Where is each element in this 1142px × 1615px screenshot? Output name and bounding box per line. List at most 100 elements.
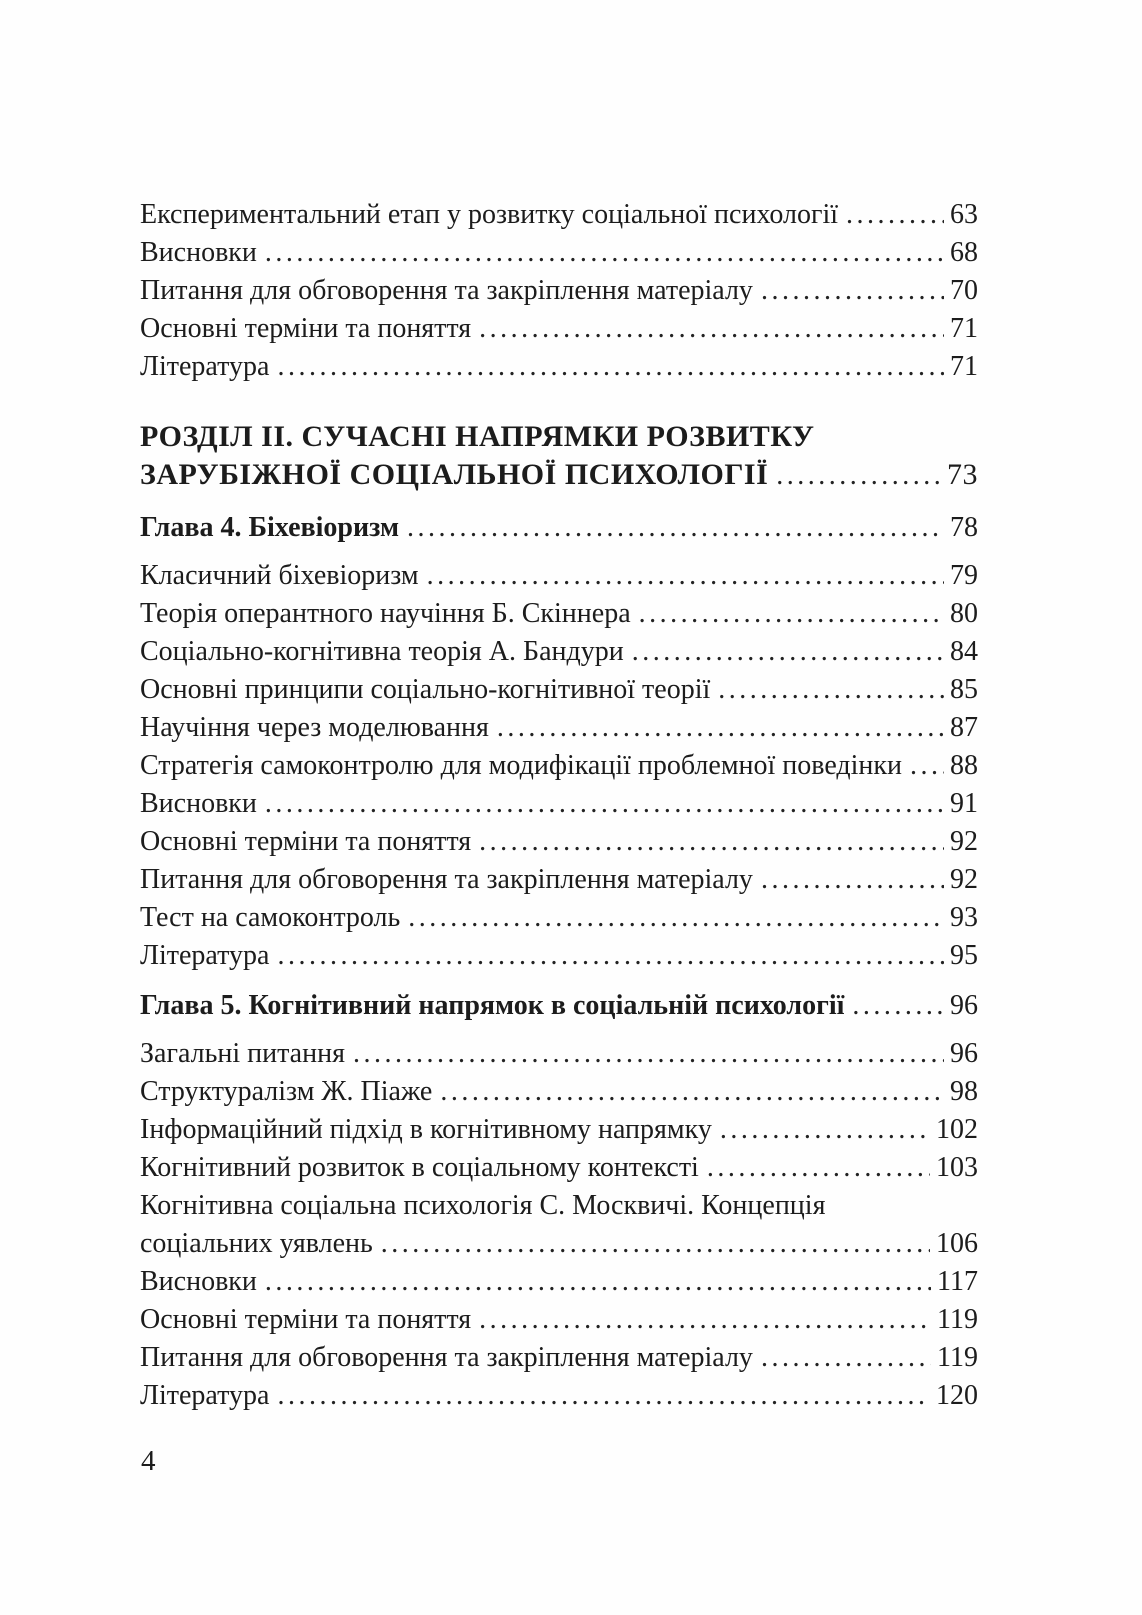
toc-entry-page-number: 88 bbox=[950, 750, 978, 781]
dot-leader bbox=[265, 1263, 931, 1301]
toc-entry-last-line: Глава 4. Біхевіоризм 78 bbox=[140, 509, 978, 547]
toc-entry: Література 95 bbox=[140, 937, 978, 975]
toc-entry: Питання для обговорення та закріплення м… bbox=[140, 861, 978, 899]
dot-leader bbox=[277, 348, 944, 386]
dot-leader bbox=[353, 1035, 944, 1073]
toc-entry-title: Тест на самоконтроль bbox=[140, 902, 401, 933]
toc-entry: Когнітивна соціальна психологія С. Москв… bbox=[140, 1187, 978, 1263]
toc-entry-last-line: соціальних уявлень 106 bbox=[140, 1225, 978, 1263]
toc-entry-page-number: 96 bbox=[950, 990, 978, 1021]
dot-leader bbox=[479, 823, 944, 861]
toc-entry-last-line: ЗАРУБІЖНОЇ СОЦІАЛЬНОЇ ПСИХОЛОГІЇ 73 bbox=[140, 456, 978, 495]
toc-entry-page-number: 71 bbox=[950, 313, 978, 344]
dot-leader bbox=[718, 671, 944, 709]
dot-leader bbox=[265, 785, 944, 823]
toc-entry-title: Основні терміни та поняття bbox=[140, 313, 472, 344]
toc-entry-page-number: 63 bbox=[950, 199, 978, 230]
toc-entry-last-line: Теорія оперантного научіння Б. Скіннера 8… bbox=[140, 595, 978, 633]
toc-entry-page-number: 79 bbox=[950, 560, 978, 591]
toc-entry-title: Питання для обговорення та закріплення м… bbox=[140, 864, 753, 895]
toc-entry: Стратегія самоконтролю для модифікації п… bbox=[140, 747, 978, 785]
toc-entry-page-number: 98 bbox=[950, 1076, 978, 1107]
dot-leader bbox=[761, 272, 944, 310]
toc-entry: Експериментальний етап у розвитку соціал… bbox=[140, 196, 978, 234]
toc-entry-title: Питання для обговорення та закріплення м… bbox=[140, 275, 753, 306]
toc-entry-title: Висновки bbox=[140, 788, 257, 819]
toc-entry: Висновки 68 bbox=[140, 234, 978, 272]
toc-entry-title: Класичний біхевіоризм bbox=[140, 560, 419, 591]
toc-entry-page-number: 91 bbox=[950, 788, 978, 819]
toc-entry-page-number: 92 bbox=[950, 826, 978, 857]
toc-entry-last-line: Основні принципи соціально-когнітивної т… bbox=[140, 671, 978, 709]
toc-entry: Висновки 117 bbox=[140, 1263, 978, 1301]
toc-entry-page-number: 93 bbox=[950, 902, 978, 933]
dot-leader bbox=[639, 595, 944, 633]
toc-entry-last-line: Питання для обговорення та закріплення м… bbox=[140, 272, 978, 310]
toc-entry-title: ЗАРУБІЖНОЇ СОЦІАЛЬНОЇ ПСИХОЛОГІЇ bbox=[140, 458, 769, 491]
toc-entry-page-number: 73 bbox=[947, 458, 978, 491]
toc-entry-last-line: Основні терміни та поняття 92 bbox=[140, 823, 978, 861]
toc-entry-last-line: Література 95 bbox=[140, 937, 978, 975]
toc-entry-page-number: 80 bbox=[950, 598, 978, 629]
toc-entry-last-line: Класичний біхевіоризм 79 bbox=[140, 557, 978, 595]
toc-entry-last-line: Основні терміни та поняття 71 bbox=[140, 310, 978, 348]
dot-leader bbox=[277, 937, 944, 975]
toc-entry-last-line: Загальні питання 96 bbox=[140, 1035, 978, 1073]
toc-entry: Теорія оперантного научіння Б. Скіннера 8… bbox=[140, 595, 978, 633]
toc-entry-title: Глава 4. Біхевіоризм bbox=[140, 512, 400, 543]
dot-leader bbox=[381, 1225, 930, 1263]
toc-entry: Основні принципи соціально-когнітивної т… bbox=[140, 671, 978, 709]
dot-leader bbox=[427, 557, 944, 595]
toc-entry-line: РОЗДІЛ II. СУЧАСНІ НАПРЯМКИ РОЗВИТКУ bbox=[140, 420, 815, 453]
toc-entry-title: Інформаційний підхід в когнітивному напр… bbox=[140, 1114, 712, 1145]
toc-entry-last-line: Тест на самоконтроль 93 bbox=[140, 899, 978, 937]
toc-entry-page-number: 84 bbox=[950, 636, 978, 667]
toc-entry-last-line: Структуралізм Ж. Піаже 98 bbox=[140, 1073, 978, 1111]
toc-entry-last-line: Научіння через моделювання 87 bbox=[140, 709, 978, 747]
toc-entry-title: Соціально-когнітивна теорія А. Бандури bbox=[140, 636, 624, 667]
toc-entry-page-number: 85 bbox=[950, 674, 978, 705]
dot-leader bbox=[497, 709, 944, 747]
dot-leader bbox=[852, 987, 944, 1025]
toc-entry-last-line: Експериментальний етап у розвитку соціал… bbox=[140, 196, 978, 234]
toc-entry-page-number: 96 bbox=[950, 1038, 978, 1069]
toc-entry-page-number: 120 bbox=[936, 1380, 978, 1411]
toc-entry-last-line: Інформаційний підхід в когнітивному напр… bbox=[140, 1111, 978, 1149]
toc-entry: Класичний біхевіоризм 79 bbox=[140, 557, 978, 595]
toc-entry: Питання для обговорення та закріплення м… bbox=[140, 272, 978, 310]
toc-entry-page-number: 103 bbox=[936, 1152, 978, 1183]
dot-leader bbox=[479, 1301, 931, 1339]
toc-entry: Питання для обговорення та закріплення м… bbox=[140, 1339, 978, 1377]
toc-entry-last-line: Висновки 68 bbox=[140, 234, 978, 272]
toc-entry-title: Література bbox=[140, 1380, 270, 1411]
toc-entry: Загальні питання 96 bbox=[140, 1035, 978, 1073]
toc-entry-last-line: Основні терміни та поняття 119 bbox=[140, 1301, 978, 1339]
dot-leader bbox=[479, 310, 944, 348]
toc-entry-title: Основні принципи соціально-когнітивної т… bbox=[140, 674, 711, 705]
dot-leader bbox=[265, 234, 944, 272]
toc-entry-page-number: 70 bbox=[950, 275, 978, 306]
dot-leader bbox=[846, 196, 944, 234]
toc-entry-last-line: Глава 5. Когнітивний напрямок в соціальн… bbox=[140, 987, 978, 1025]
toc-entry-page-number: 102 bbox=[936, 1114, 978, 1145]
folio-page-number: 4 bbox=[141, 1445, 156, 1477]
toc-entry-title: соціальних уявлень bbox=[140, 1228, 373, 1259]
toc-entry-title: Структуралізм Ж. Піаже bbox=[140, 1076, 433, 1107]
toc-entry: Основні терміни та поняття 119 bbox=[140, 1301, 978, 1339]
toc-entry-page-number: 71 bbox=[950, 351, 978, 382]
toc-entry-title: Стратегія самоконтролю для модифікації п… bbox=[140, 750, 903, 781]
toc-entry-title: Основні терміни та поняття bbox=[140, 1304, 472, 1335]
toc-entry-title: Висновки bbox=[140, 1266, 257, 1297]
toc-entry-page-number: 95 bbox=[950, 940, 978, 971]
toc-list: Експериментальний етап у розвитку соціал… bbox=[140, 196, 978, 1415]
toc-entry: Висновки 91 bbox=[140, 785, 978, 823]
toc-entry-title: Експериментальний етап у розвитку соціал… bbox=[140, 199, 839, 230]
toc-entry: Тест на самоконтроль 93 bbox=[140, 899, 978, 937]
toc-entry-page-number: 117 bbox=[937, 1266, 978, 1297]
toc-entry: Научіння через моделювання 87 bbox=[140, 709, 978, 747]
toc-entry: Структуралізм Ж. Піаже 98 bbox=[140, 1073, 978, 1111]
toc-entry-title: Когнітивний розвиток в соціальному конте… bbox=[140, 1152, 699, 1183]
toc-entry: Література 120 bbox=[140, 1377, 978, 1415]
toc-entry-page-number: 78 bbox=[950, 512, 978, 543]
toc-entry: Література 71 bbox=[140, 348, 978, 386]
